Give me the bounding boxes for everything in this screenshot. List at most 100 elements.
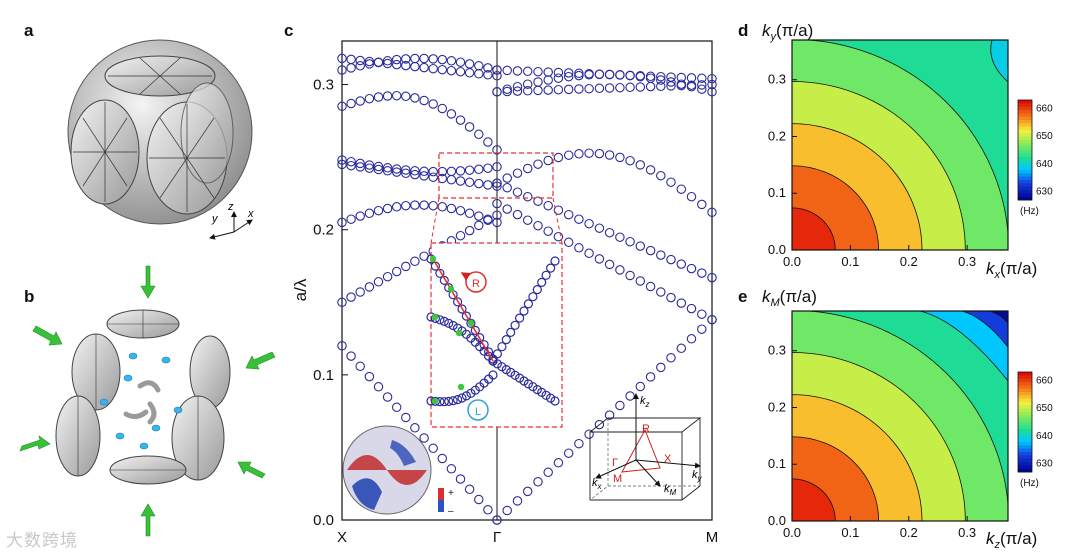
band-point	[543, 226, 553, 236]
band-point	[656, 75, 666, 85]
inset-band-point	[550, 396, 560, 406]
band-point	[464, 225, 475, 236]
band-point	[645, 71, 656, 82]
inset-band-point	[461, 311, 471, 321]
band-point	[492, 162, 502, 172]
band-point	[419, 166, 429, 177]
band-point	[645, 372, 656, 382]
colorbar-segment	[1018, 130, 1032, 134]
band-point	[502, 505, 512, 516]
band-point	[615, 265, 625, 275]
band-point	[391, 266, 402, 277]
band-point	[615, 400, 625, 411]
colorbar-segment	[1018, 183, 1032, 188]
inset-band-point	[541, 390, 551, 400]
band-point	[346, 98, 356, 109]
y-tick-label: 0.3	[768, 72, 786, 87]
band-point	[543, 75, 553, 85]
colorbar-segment	[1018, 402, 1032, 406]
inset-band-point	[453, 395, 463, 405]
band-point	[625, 82, 635, 93]
band-point	[604, 259, 615, 270]
band-point	[563, 68, 574, 78]
band-point	[676, 79, 687, 89]
band-point	[522, 163, 533, 174]
left-circular-indicator: L	[467, 399, 489, 421]
band-point	[625, 155, 635, 166]
band-point	[553, 152, 564, 163]
band-point	[502, 182, 512, 193]
inset-band-point	[484, 347, 494, 357]
R-point-label: R	[642, 423, 650, 435]
inset-band-point	[439, 397, 449, 407]
colorbar-segment	[1018, 442, 1032, 446]
inset-band-point	[532, 285, 542, 295]
band-point	[391, 54, 402, 65]
fit-point	[431, 313, 439, 321]
band-point	[455, 166, 466, 176]
inset-band-point	[506, 327, 516, 337]
band-point	[446, 56, 457, 66]
band-point	[401, 200, 411, 211]
e-ylabel: kM(π/a)	[762, 287, 817, 309]
R-label: R	[472, 278, 480, 290]
band-point	[428, 172, 438, 182]
colorbar-tick-label: 650	[1036, 131, 1053, 142]
colorbar-segment	[1018, 388, 1032, 393]
band-point	[492, 65, 502, 75]
e-xlabel: kz(π/a)	[986, 529, 1037, 551]
colorbar-segment	[1018, 395, 1032, 400]
colorbar-segment	[1018, 415, 1032, 420]
band-point	[656, 287, 666, 297]
band-point	[446, 203, 457, 214]
y-tick-label: 0.3	[768, 343, 786, 358]
inset-band-point	[430, 396, 440, 406]
band-point	[666, 77, 676, 87]
band-point	[464, 208, 475, 219]
band-point	[676, 343, 687, 354]
colorbar-segment	[1018, 445, 1032, 450]
inset-band-point	[497, 342, 507, 352]
band-point	[615, 152, 625, 163]
inset-band-point	[545, 263, 556, 273]
colorbar-segment	[1018, 465, 1032, 470]
panel-label-a: a	[24, 21, 34, 40]
band-point	[594, 254, 605, 264]
x-tick-label: 0.2	[900, 525, 918, 540]
band-point	[401, 412, 411, 423]
band-point	[604, 83, 615, 93]
band-point	[512, 81, 523, 92]
band-point	[428, 63, 438, 74]
band-point	[645, 245, 656, 256]
band-point	[686, 263, 697, 274]
band-point	[502, 84, 512, 94]
band-point	[419, 53, 429, 64]
band-point	[707, 87, 717, 97]
band-point	[464, 68, 475, 78]
band-point	[382, 56, 393, 66]
band-point	[483, 63, 493, 73]
y-tick-label: 0.0	[313, 512, 334, 529]
band-point	[355, 158, 365, 169]
band-point	[455, 57, 466, 67]
band-point	[410, 169, 420, 180]
colorbar-segment	[1018, 153, 1032, 158]
watermark: 大数跨境	[6, 531, 78, 551]
band-point	[615, 82, 625, 93]
band-point	[707, 73, 717, 84]
band-point	[563, 448, 574, 458]
colorbar-segment	[1018, 428, 1032, 433]
band-point	[666, 254, 676, 265]
band-point	[437, 103, 448, 114]
panel-label-d: d	[738, 21, 748, 40]
band-point	[522, 79, 533, 89]
brillouin-zone-inset: kz kx ky kM R X M Γ	[589, 393, 703, 501]
panel-label-c: c	[284, 21, 293, 40]
colorbar-segment	[1018, 408, 1032, 413]
band-point	[697, 84, 707, 94]
coordinate-axes: y z x	[209, 201, 254, 240]
colorbar-segment	[1018, 163, 1032, 168]
band-point	[543, 155, 553, 166]
colorbar-segment	[1018, 190, 1032, 194]
inset-band-point	[510, 320, 520, 330]
